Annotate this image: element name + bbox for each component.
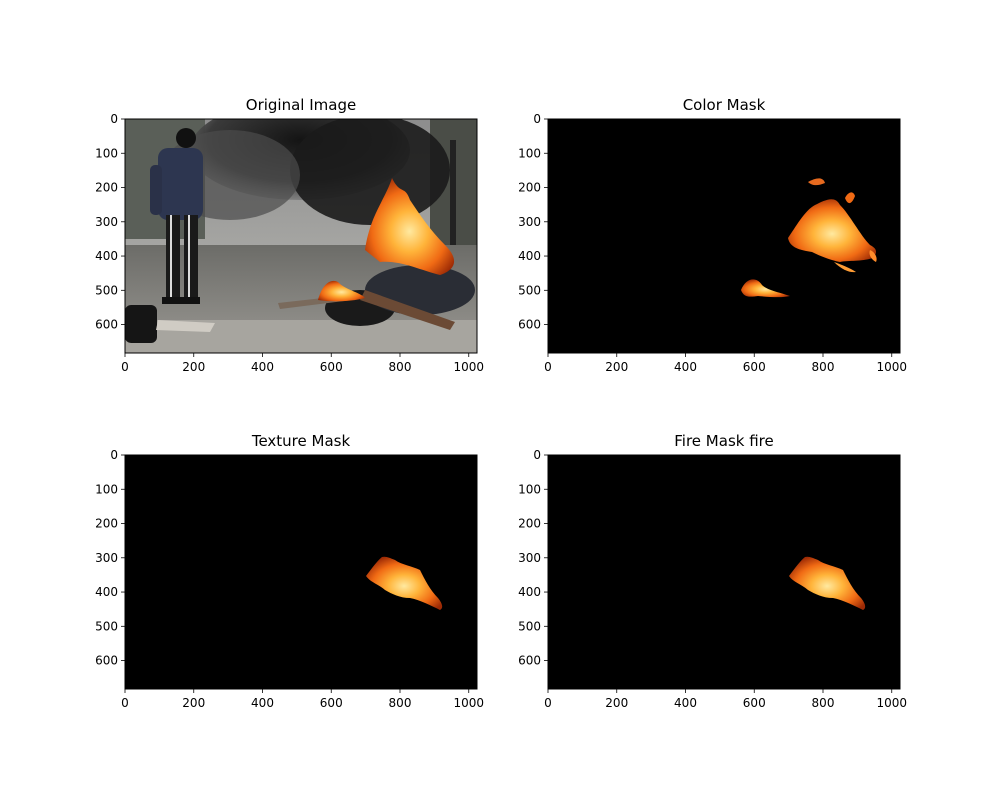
- panel-color-mask: Color Mask 0 200 400 600 800 1000 0 100 200 300 40…: [518, 96, 907, 374]
- x-tick-label: 600: [320, 360, 343, 374]
- y-tick-label: 200: [518, 517, 541, 531]
- x-tick-label: 400: [251, 360, 274, 374]
- y-tick-label: 200: [95, 181, 118, 195]
- axis-ticks: 0 200 400 600 800 1000 0 100 200 300 400 500 600: [95, 112, 484, 374]
- y-tick-label: 500: [95, 619, 118, 633]
- x-tick-label: 400: [674, 696, 697, 710]
- axis-ticks: 0 200 400 600 800 1000 0 100 200 300 400 500 600: [518, 448, 907, 710]
- x-tick-label: 600: [320, 696, 343, 710]
- y-tick-label: 0: [110, 112, 118, 126]
- x-tick-label: 200: [605, 696, 628, 710]
- panel-title: Color Mask: [683, 96, 766, 114]
- x-tick-label: 200: [182, 696, 205, 710]
- x-tick-label: 0: [544, 696, 552, 710]
- y-tick-label: 300: [518, 551, 541, 565]
- x-tick-label: 0: [121, 696, 129, 710]
- x-tick-label: 0: [544, 360, 552, 374]
- fire-mask-fire-region: [789, 556, 866, 610]
- texture-mask-image: [125, 455, 477, 689]
- panel-texture-mask: Texture Mask 0 200 400 600 800 1000 0 100 200 300…: [95, 432, 484, 710]
- x-tick-label: 800: [389, 696, 412, 710]
- y-tick-label: 400: [518, 585, 541, 599]
- original-photo: [125, 119, 477, 353]
- x-tick-label: 600: [743, 360, 766, 374]
- x-tick-label: 1000: [876, 360, 907, 374]
- axis-ticks: 0 200 400 600 800 1000 0 100 200 300 400 500 600: [95, 448, 484, 710]
- y-tick-label: 100: [95, 482, 118, 496]
- y-tick-label: 200: [518, 181, 541, 195]
- y-tick-label: 100: [518, 146, 541, 160]
- panel-original-image: Original Image: [95, 96, 484, 374]
- x-tick-label: 200: [605, 360, 628, 374]
- y-tick-label: 300: [518, 215, 541, 229]
- y-tick-label: 100: [518, 482, 541, 496]
- x-tick-label: 0: [121, 360, 129, 374]
- y-tick-label: 400: [518, 249, 541, 263]
- panel-title: Fire Mask fire: [674, 432, 773, 450]
- y-tick-label: 500: [518, 283, 541, 297]
- y-tick-label: 100: [95, 146, 118, 160]
- panel-title: Original Image: [246, 96, 356, 114]
- axis-ticks: 0 200 400 600 800 1000 0 100 200 300 400 500 600: [518, 112, 907, 374]
- panel-title: Texture Mask: [251, 432, 351, 450]
- y-tick-label: 600: [518, 654, 541, 668]
- color-mask-fire-regions: [741, 178, 877, 298]
- y-tick-label: 600: [518, 318, 541, 332]
- panel-fire-mask: Fire Mask fire 0 200 400 600 800 1000 0 100 200 3…: [518, 432, 907, 710]
- y-tick-label: 600: [95, 654, 118, 668]
- y-tick-label: 400: [95, 585, 118, 599]
- y-tick-label: 0: [533, 448, 541, 462]
- y-tick-label: 0: [533, 112, 541, 126]
- y-tick-label: 0: [110, 448, 118, 462]
- x-tick-label: 1000: [876, 696, 907, 710]
- y-tick-label: 300: [95, 551, 118, 565]
- y-tick-label: 500: [518, 619, 541, 633]
- y-tick-label: 400: [95, 249, 118, 263]
- y-tick-label: 300: [95, 215, 118, 229]
- x-tick-label: 400: [674, 360, 697, 374]
- y-tick-label: 200: [95, 517, 118, 531]
- x-tick-label: 600: [743, 696, 766, 710]
- y-tick-label: 600: [95, 318, 118, 332]
- x-tick-label: 1000: [453, 696, 484, 710]
- x-tick-label: 200: [182, 360, 205, 374]
- x-tick-label: 800: [812, 696, 835, 710]
- x-tick-label: 1000: [453, 360, 484, 374]
- x-tick-label: 400: [251, 696, 274, 710]
- x-tick-label: 800: [389, 360, 412, 374]
- y-tick-label: 500: [95, 283, 118, 297]
- x-tick-label: 800: [812, 360, 835, 374]
- texture-mask-fire-region: [366, 556, 443, 610]
- fire-mask-image: [548, 455, 900, 689]
